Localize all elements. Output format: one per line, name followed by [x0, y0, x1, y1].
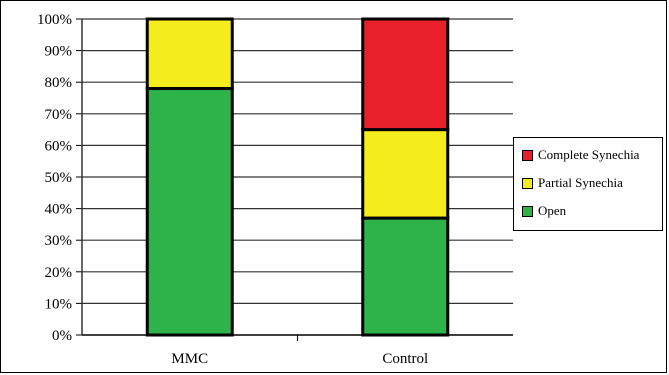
bar-control-complete-synechia — [361, 17, 450, 132]
legend-label-complete-synechia: Complete Synechia — [538, 147, 640, 162]
legend-item-complete-synechia: Complete Synechia — [522, 147, 639, 163]
y-tick-label-10: 100% — [37, 12, 72, 28]
legend-label-open: Open — [538, 203, 567, 218]
legend-item-partial-synechia: Partial Synechia — [522, 175, 623, 191]
y-tick-label-6: 60% — [45, 138, 73, 154]
x-tick-label-control: Control — [382, 351, 428, 367]
y-tick-label-5: 50% — [45, 170, 73, 186]
legend-label-partial-synechia: Partial Synechia — [538, 175, 623, 190]
x-tick-label-mmc: MMC — [171, 351, 208, 367]
bar-mmc-partial-synechia — [145, 17, 234, 91]
y-tick-label-8: 80% — [45, 75, 73, 91]
y-tick-label-2: 20% — [45, 265, 73, 281]
legend-swatch-partial-synechia — [522, 177, 533, 189]
y-tick-label-1: 10% — [45, 296, 73, 312]
bar-control-open — [361, 216, 450, 337]
legend: Complete Synechia Partial Synechia Open — [513, 137, 663, 231]
y-tick-label-7: 70% — [45, 107, 73, 123]
y-tick-label-0: 0% — [52, 328, 72, 344]
y-tick-label-9: 90% — [45, 44, 73, 60]
y-tick-label-4: 40% — [45, 202, 73, 218]
legend-swatch-open — [522, 205, 533, 217]
legend-item-open: Open — [522, 203, 566, 219]
y-tick-label-3: 30% — [45, 233, 73, 249]
legend-swatch-complete-synechia — [522, 149, 533, 161]
bar-mmc-open — [145, 87, 234, 337]
bar-control-partial-synechia — [361, 128, 450, 220]
